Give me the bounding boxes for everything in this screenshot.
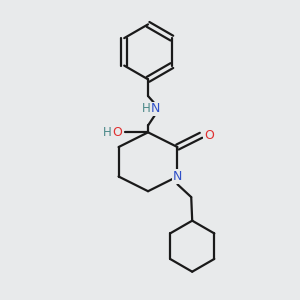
Text: N: N: [173, 170, 182, 183]
Text: O: O: [204, 129, 214, 142]
Text: H: H: [142, 102, 150, 115]
Text: O: O: [113, 126, 122, 139]
Text: N: N: [151, 102, 160, 115]
Text: H: H: [102, 126, 111, 139]
